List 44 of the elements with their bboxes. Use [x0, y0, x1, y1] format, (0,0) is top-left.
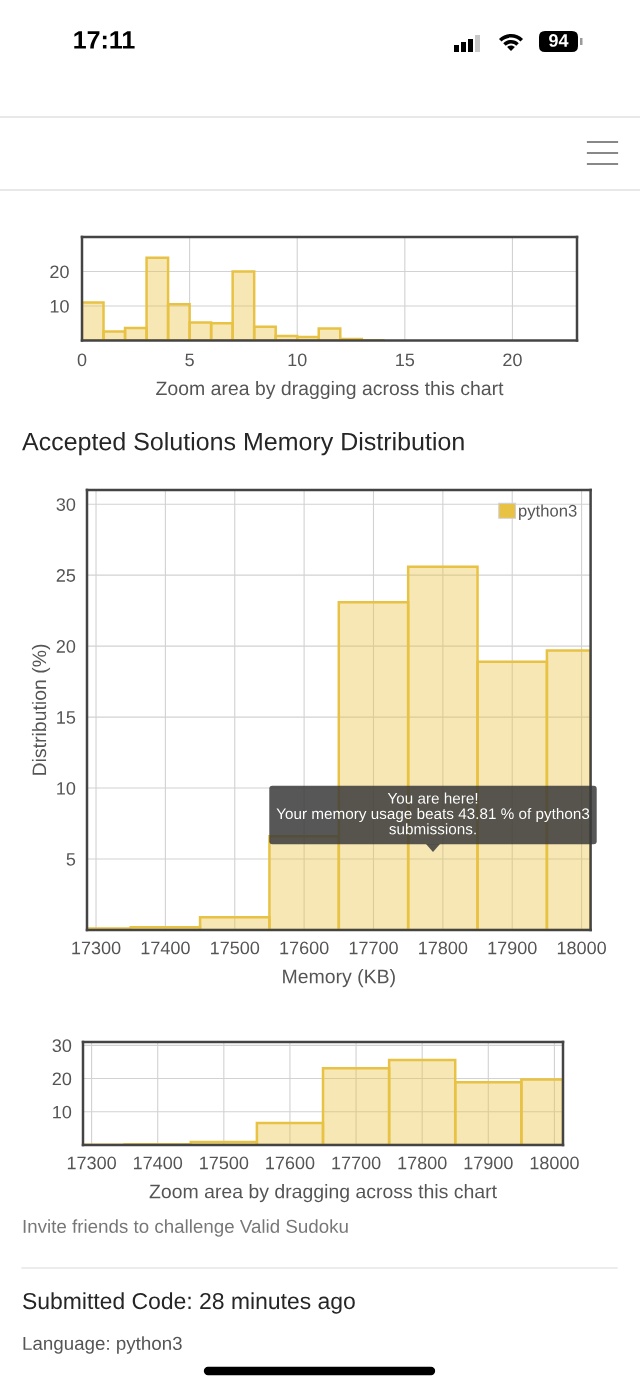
y-tick-label: 10: [50, 299, 69, 313]
x-tick-label: 17700: [349, 941, 398, 955]
y-tick-label: 20: [52, 1072, 72, 1086]
x-tick-label: 17400: [141, 941, 190, 955]
annotation: You are here! Your memory usage beats 43.81 % of python3 submissions.: [276, 792, 590, 835]
legend-label: python3: [519, 504, 577, 520]
chart-title: Accepted Solutions Memory Distribution: [22, 432, 464, 456]
y-tick-label: 30: [52, 1039, 72, 1053]
x-tick-label: 18000: [530, 1156, 579, 1170]
x-tick-label: 18000: [557, 941, 606, 955]
x-tick-label: 17900: [488, 941, 537, 955]
y-tick-label: 10: [53, 1105, 72, 1119]
y-axis-title: Distribution (%): [31, 644, 51, 775]
y-tick-label: 20: [50, 265, 69, 279]
x-tick-label: 17500: [211, 941, 260, 955]
y-tick-label: 25: [56, 569, 76, 582]
text: Invite friends to challenge Valid Sudoku: [23, 1219, 348, 1237]
text: Submitted Code: 28 minutes ago: [23, 1292, 355, 1314]
x-tick-label: 17700: [332, 1156, 381, 1170]
x-axis-title: Memory (KB): [283, 969, 395, 988]
text: 94: [549, 34, 569, 47]
text: 17:11: [74, 31, 135, 49]
x-tick-label: 17500: [200, 1156, 249, 1170]
y-tick-label: 5: [66, 853, 76, 866]
x-tick-label: 15: [396, 353, 415, 367]
x-tick-label: 10: [288, 353, 307, 367]
y-tick-label: 15: [57, 711, 76, 724]
x-tick-label: 0: [77, 353, 87, 367]
x-tick-label: 17800: [419, 941, 468, 955]
y-tick-label: 20: [56, 640, 76, 653]
y-tick-label: 30: [56, 498, 76, 511]
x-tick-label: 17600: [280, 941, 329, 955]
y-tick-label: 10: [57, 782, 76, 795]
x-axis-title: Zoom area by dragging across this chart: [156, 380, 504, 400]
x-tick-label: 20: [503, 353, 522, 367]
x-axis-title: Zoom area by dragging across this chart: [149, 1184, 497, 1203]
x-tick-label: 17800: [398, 1156, 447, 1170]
x-tick-label: 17300: [72, 941, 121, 955]
x-tick-label: 17300: [67, 1156, 116, 1170]
text: Language: python3: [23, 1336, 182, 1354]
x-tick-label: 17900: [464, 1156, 513, 1170]
x-tick-label: 17600: [266, 1156, 315, 1170]
x-tick-label: 5: [185, 353, 194, 367]
x-tick-label: 17400: [133, 1156, 183, 1170]
